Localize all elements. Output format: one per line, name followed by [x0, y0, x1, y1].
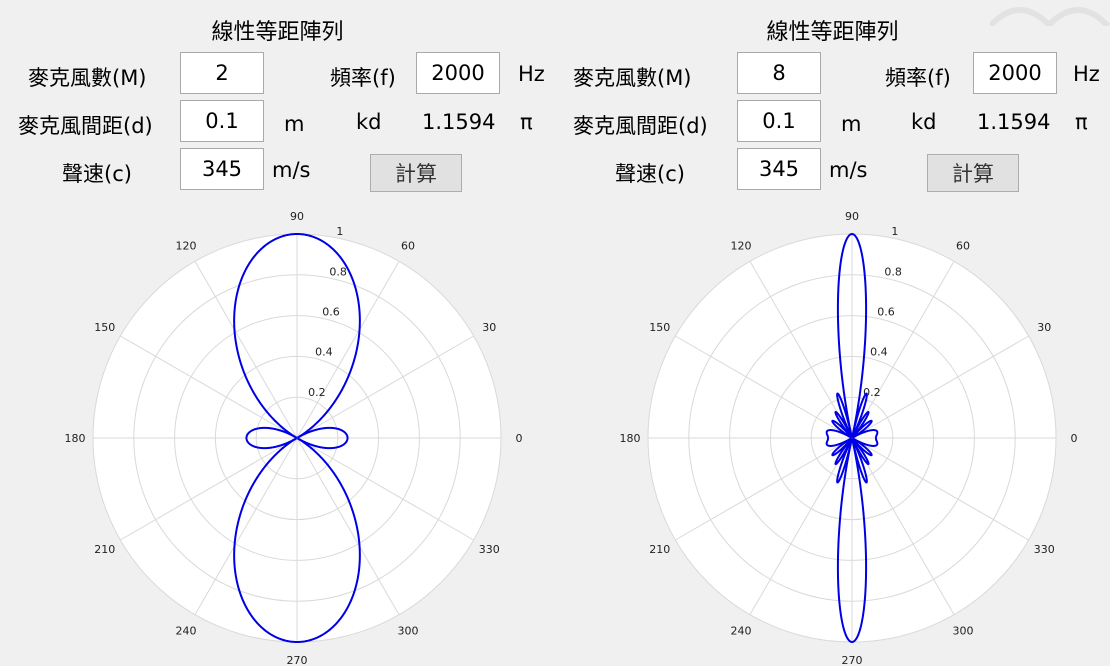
angle-tick-label: 90	[845, 210, 859, 223]
angle-gridline	[194, 261, 298, 439]
radius-gridline	[688, 274, 1016, 602]
kd-pi-unit: π	[1075, 110, 1088, 134]
radius-gridline	[255, 396, 339, 480]
radius-tick-label: 1	[891, 225, 898, 238]
spacing-unit: m	[284, 112, 305, 136]
spacing-unit: m	[841, 112, 862, 136]
radius-gridline	[810, 396, 894, 480]
angle-gridline	[296, 437, 474, 541]
angle-gridline	[296, 335, 474, 439]
angle-gridline	[675, 437, 853, 541]
frequency-input[interactable]	[973, 52, 1057, 94]
angle-tick-label: 330	[479, 543, 500, 556]
angle-gridline	[120, 437, 298, 541]
kd-label: kd	[911, 110, 937, 134]
angle-tick-label: 120	[176, 240, 197, 253]
angle-tick-label: 0	[1071, 432, 1078, 445]
angle-tick-label: 240	[176, 624, 197, 637]
angle-tick-label: 30	[482, 321, 496, 334]
spacing-input[interactable]	[737, 100, 821, 142]
kd-pi-unit: π	[520, 110, 533, 134]
panel-title: 線性等距陣列	[766, 20, 899, 45]
angle-gridline	[296, 437, 400, 615]
angle-tick-label: 270	[287, 654, 308, 666]
angle-tick-label: 120	[731, 240, 752, 253]
spacing-label: 麥克風間距(d)	[573, 114, 708, 138]
radius-gridline	[174, 315, 420, 561]
angle-tick-label: 300	[953, 624, 974, 637]
panel-title: 線性等距陣列	[211, 20, 344, 45]
frequency-label: 頻率(f)	[330, 66, 396, 90]
angle-tick-label: 210	[649, 543, 670, 556]
angle-tick-label: 300	[398, 624, 419, 637]
radius-tick-label: 1	[336, 225, 343, 238]
right-array-panel: 線性等距陣列 麥克風數(M) 頻率(f) Hz 麥克風間距(d) m kd 1.…	[555, 0, 1110, 666]
radius-tick-label: 0.8	[884, 265, 902, 278]
mic-count-label: 麥克風數(M)	[28, 66, 147, 90]
angle-tick-label: 0	[516, 432, 523, 445]
angle-gridline	[851, 437, 1029, 541]
angle-tick-label: 30	[1037, 321, 1051, 334]
angle-tick-label: 240	[731, 624, 752, 637]
radius-gridline	[133, 274, 461, 602]
kd-value: 1.1594	[977, 110, 1051, 134]
angle-tick-label: 60	[956, 240, 970, 253]
angle-gridline	[749, 261, 853, 439]
sound-speed-label: 聲速(c)	[62, 162, 132, 186]
calculate-button[interactable]: 計算	[370, 154, 462, 192]
left-array-panel: 線性等距陣列 麥克風數(M) 頻率(f) Hz 麥克風間距(d) m kd 1.…	[0, 20, 555, 666]
mic-count-input[interactable]	[180, 52, 264, 94]
radius-gridline	[729, 315, 975, 561]
mic-count-label: 麥克風數(M)	[573, 66, 692, 90]
mic-count-input[interactable]	[737, 52, 821, 94]
frequency-label: 頻率(f)	[885, 66, 951, 90]
angle-tick-label: 60	[401, 240, 415, 253]
radius-gridline	[214, 355, 380, 521]
beam-pattern-polar-plot: 0 30 60 90 120 150 180 210 240 270 300 330 0.2 0.4 0.6…	[0, 200, 555, 666]
angle-gridline	[851, 261, 955, 439]
angle-gridline	[851, 335, 1029, 439]
angle-gridline	[749, 437, 853, 615]
beam-pattern-curve	[825, 232, 879, 644]
angle-gridline	[296, 261, 400, 439]
corner-decoration	[987, 0, 1110, 29]
radius-tick-label: 0.6	[322, 305, 340, 318]
radius-tick-label: 0.4	[870, 346, 888, 359]
kd-label: kd	[356, 110, 382, 134]
spacing-label: 麥克風間距(d)	[18, 114, 153, 138]
radius-gridline	[769, 355, 935, 521]
frequency-input[interactable]	[416, 52, 500, 94]
angle-gridline	[851, 437, 955, 615]
radius-tick-label: 0.8	[329, 265, 347, 278]
angle-gridline	[675, 335, 853, 439]
angle-tick-label: 150	[649, 321, 670, 334]
radius-tick-label: 0.6	[877, 305, 895, 318]
angle-tick-label: 150	[94, 321, 115, 334]
angle-tick-label: 270	[842, 654, 863, 666]
frequency-unit: Hz	[518, 62, 545, 86]
angle-tick-label: 180	[65, 432, 86, 445]
sound-speed-unit: m/s	[272, 158, 311, 182]
angle-tick-label: 180	[620, 432, 641, 445]
radius-tick-label: 0.4	[315, 346, 333, 359]
angle-gridline	[194, 437, 298, 615]
angle-tick-label: 210	[94, 543, 115, 556]
sound-speed-label: 聲速(c)	[615, 162, 685, 186]
spacing-input[interactable]	[180, 100, 264, 142]
sound-speed-input[interactable]	[737, 148, 821, 190]
angle-tick-label: 90	[290, 210, 304, 223]
beam-pattern-polar-plot: 0 30 60 90 120 150 180 210 240 270 300 330 0.2 0.4 0.6…	[555, 200, 1110, 666]
radius-tick-label: 0.2	[308, 386, 326, 399]
angle-gridline	[120, 335, 298, 439]
calculate-button[interactable]: 計算	[927, 154, 1019, 192]
frequency-unit: Hz	[1073, 62, 1100, 86]
angle-tick-label: 330	[1034, 543, 1055, 556]
beam-pattern-curve	[233, 232, 361, 644]
sound-speed-input[interactable]	[180, 148, 264, 190]
kd-value: 1.1594	[422, 110, 496, 134]
sound-speed-unit: m/s	[829, 158, 868, 182]
